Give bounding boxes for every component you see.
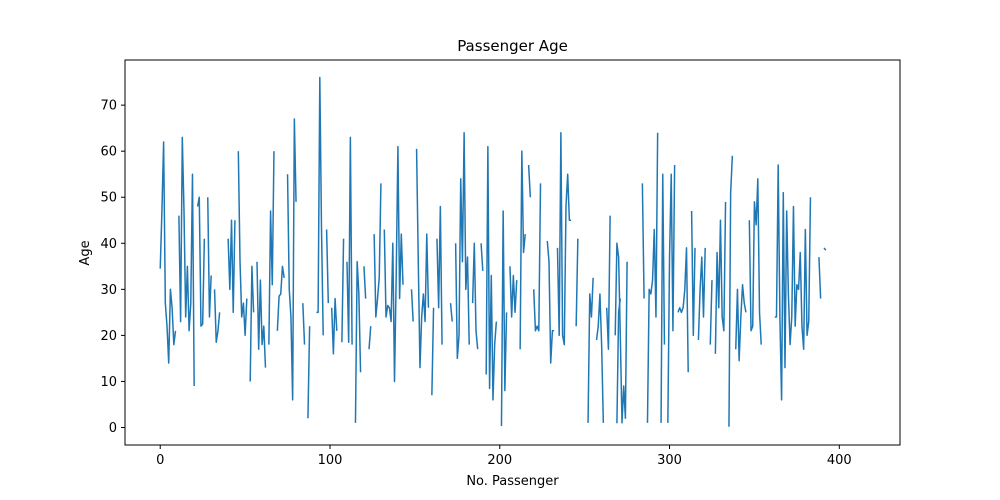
y-tick-label: 50 (100, 191, 117, 206)
y-tick-label: 70 (100, 99, 117, 114)
y-tick-label: 0 (109, 421, 117, 436)
y-tick-label: 40 (100, 237, 117, 252)
x-tick-label: 200 (487, 453, 512, 468)
x-axis: 0 100 200 300 400 (156, 445, 852, 468)
y-tick-label: 30 (100, 283, 117, 298)
chart-title: Passenger Age (457, 37, 568, 55)
x-tick-label: 300 (657, 453, 682, 468)
series-line-0 (159, 76, 622, 426)
plot-area-frame (124, 59, 901, 446)
x-tick-label: 100 (318, 453, 343, 468)
y-tick-label: 20 (100, 329, 117, 344)
y-axis-label: Age (78, 240, 93, 265)
x-tick-label: 400 (827, 453, 852, 468)
x-axis-label: No. Passenger (466, 474, 559, 489)
y-tick-label: 60 (100, 145, 117, 160)
series-layer (159, 76, 827, 427)
y-axis: 0 10 20 30 40 50 60 70 (100, 99, 125, 436)
series-line-1 (587, 132, 827, 427)
x-tick-label: 0 (156, 453, 164, 468)
y-tick-label: 10 (100, 375, 117, 390)
